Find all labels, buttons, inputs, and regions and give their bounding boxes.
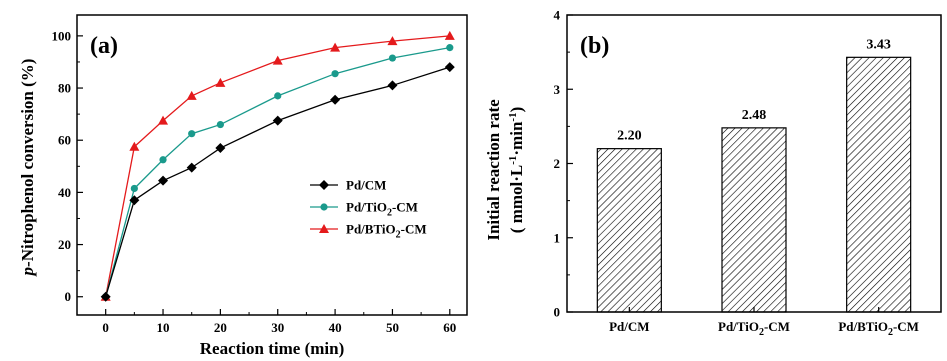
data-point-pd-tio2-cm xyxy=(274,92,282,100)
panel-a-x-tick-label: 10 xyxy=(157,320,170,335)
panel-a-y-tick-label: 60 xyxy=(58,133,71,148)
panel-a-y-tick-label: 0 xyxy=(65,289,72,304)
series-line-pd-tio2-cm xyxy=(105,46,450,297)
data-point-pd-btio2-cm xyxy=(330,42,341,52)
panel-b-y-axis-title-line2: ( mmol·L-1·min-1) xyxy=(507,107,526,234)
panel-a-x-tick-label: 60 xyxy=(443,320,456,335)
data-point-pd-cm xyxy=(387,80,398,91)
panel-a-y-axis-title-rest: -Nitrophenol conversion (%) xyxy=(18,59,37,267)
series-pd-btio2-cm xyxy=(100,30,455,301)
panel-a-y-axis-title: p-Nitrophenol conversion (%) xyxy=(18,59,37,278)
panel-b-y-axis-title-line1: Initial reaction rate xyxy=(484,99,503,241)
panel-a-y-axis-title-italic: p xyxy=(18,267,37,278)
data-point-pd-btio2-cm xyxy=(272,55,283,65)
data-point-pd-cm xyxy=(186,162,197,173)
data-point-pd-cm xyxy=(272,115,283,126)
bar-value-label-pd-tio2-cm: 2.48 xyxy=(742,108,767,123)
data-point-pd-btio2-cm xyxy=(215,77,226,87)
data-point-pd-btio2-cm xyxy=(129,141,140,151)
data-point-pd-cm xyxy=(158,175,169,186)
bar-pd-btio2-cm xyxy=(846,56,912,313)
data-point-pd-tio2-cm xyxy=(159,156,167,164)
panel-a-y-tick-label: 80 xyxy=(58,81,71,96)
panel-a-y-tick-label: 100 xyxy=(52,28,72,43)
data-point-pd-btio2-cm xyxy=(158,115,169,125)
legend-marker-pd-btio2-cm xyxy=(319,224,329,233)
panel-a-y-tick-label: 20 xyxy=(58,237,71,252)
panel-a-x-tick-label: 20 xyxy=(214,320,227,335)
data-point-pd-cm xyxy=(100,291,111,302)
legend-label-pd-cm: Pd/CM xyxy=(346,178,386,193)
panel-b-label: (b) xyxy=(580,33,609,59)
legend-label-pd-btio2-cm: Pd/BTiO2-CM xyxy=(346,222,427,241)
panel-a-x-tick-label: 40 xyxy=(329,320,342,335)
data-point-pd-btio2-cm xyxy=(444,30,455,40)
panel-a-x-tick-label: 50 xyxy=(386,320,399,335)
data-point-pd-tio2-cm xyxy=(216,120,224,129)
panel-b-y-tick-label: 4 xyxy=(554,8,561,23)
panel-b-y-tick-label: 1 xyxy=(554,230,561,245)
data-point-pd-btio2-cm xyxy=(387,36,398,46)
category-label-pd-tio2-cm: Pd/TiO2-CM xyxy=(718,319,790,338)
data-point-pd-cm xyxy=(330,94,341,105)
panel-b-y-axis-unit-exp2: -1 xyxy=(507,112,519,121)
data-point-pd-btio2-cm xyxy=(186,90,197,100)
bar-pd-tio2-cm xyxy=(721,127,787,313)
panel-b-bar-chart: 2.20 2.48 3.43 0 1 2 3 4 Pd/CM Pd/TiO2-CM Pd/BTiO… xyxy=(484,8,942,338)
bar-pd-cm xyxy=(596,148,662,313)
panel-a-x-axis-title: Reaction time (min) xyxy=(200,339,344,358)
panel-b-y-axis-unit: ( mmol·L xyxy=(507,165,526,233)
data-point-pd-tio2-cm xyxy=(446,44,454,52)
data-point-pd-tio2-cm xyxy=(130,184,138,193)
panel-a-x-tick-label: 30 xyxy=(271,320,284,335)
bar-value-label-pd-btio2-cm: 3.43 xyxy=(866,37,891,52)
series-pd-tio2-cm xyxy=(102,44,454,301)
panel-b-y-axis-unit-tail: ) xyxy=(507,107,526,113)
panel-a-x-tick-label: 0 xyxy=(102,320,109,335)
bar-value-label-pd-cm: 2.20 xyxy=(617,129,642,144)
data-point-pd-tio2-cm xyxy=(388,54,397,62)
panel-a-legend: Pd/CM Pd/TiO2-CM Pd/BTiO2-CM xyxy=(310,178,427,241)
legend-marker-pd-cm xyxy=(319,180,329,190)
category-label-pd-cm: Pd/CM xyxy=(609,319,649,334)
series-pd-cm xyxy=(100,62,455,302)
panel-a-line-chart: 0 10 20 30 40 50 60 0 20 40 60 80 100 (a) Reaction t… xyxy=(18,14,468,358)
panel-a-y-tick-label: 40 xyxy=(58,185,71,200)
data-point-pd-cm xyxy=(444,62,455,73)
data-point-pd-tio2-cm xyxy=(331,70,339,78)
panel-a-label: (a) xyxy=(90,33,118,59)
legend-marker-pd-tio2-cm xyxy=(320,203,328,211)
data-point-pd-cm xyxy=(215,143,226,154)
panel-b-y-axis-unit-exp1: -1 xyxy=(507,156,519,165)
legend-label-pd-tio2-cm: Pd/TiO2-CM xyxy=(346,200,418,219)
panel-b-y-axis-unit-mid: ·min xyxy=(507,121,526,156)
category-label-pd-btio2-cm: Pd/BTiO2-CM xyxy=(838,319,919,338)
panel-b-y-tick-label: 2 xyxy=(554,156,561,171)
data-point-pd-tio2-cm xyxy=(188,130,196,138)
panel-b-y-tick-label: 0 xyxy=(554,305,561,320)
data-point-pd-cm xyxy=(129,195,140,206)
panel-a-plot-frame xyxy=(76,14,468,316)
panel-b-y-tick-label: 3 xyxy=(554,82,561,97)
series-line-pd-cm xyxy=(105,66,450,297)
